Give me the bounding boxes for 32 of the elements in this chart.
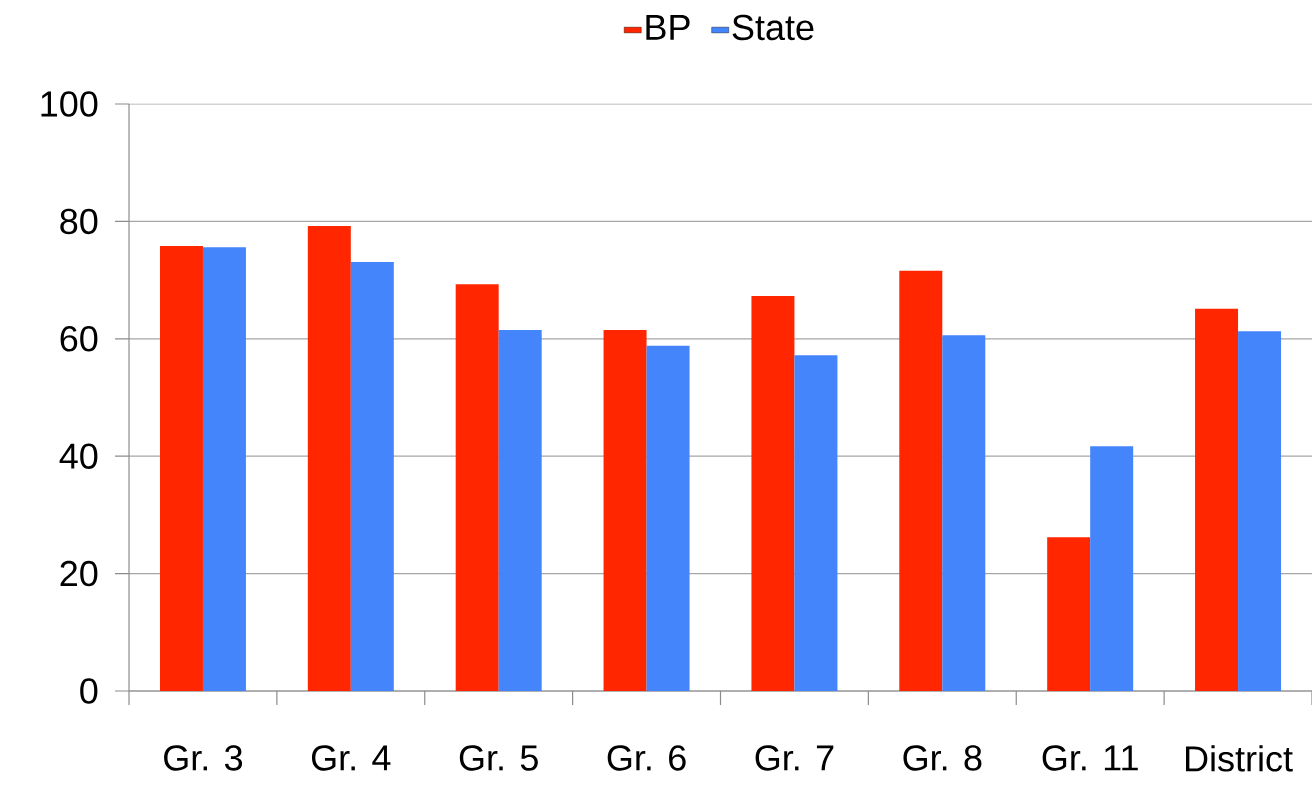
x-tick-label: Gr. 3: [164, 745, 243, 771]
bar: [899, 270, 943, 691]
bar: [603, 329, 647, 691]
x-tick-label: Gr. 7: [755, 745, 834, 771]
y-tick-label: 0: [80, 678, 98, 704]
bar: [794, 355, 838, 691]
y-tick-label: 40: [59, 443, 98, 469]
x-tick-label: Gr. 5: [459, 745, 538, 771]
x-tick-label: Gr. 6: [607, 745, 686, 771]
bar: [1238, 331, 1282, 691]
bar: [1047, 537, 1091, 691]
bar: [646, 345, 690, 691]
bar: [202, 247, 246, 691]
y-tick-label: 100: [41, 91, 98, 117]
y-tick-label: 60: [60, 326, 98, 352]
bar: [1195, 308, 1239, 691]
legend-label: BP: [646, 14, 690, 40]
bar: [498, 329, 542, 691]
bar: [942, 335, 986, 691]
bar: [1090, 446, 1134, 691]
x-tick-label: Gr. 8: [903, 745, 982, 771]
legend-label: State: [732, 14, 814, 41]
bar: [350, 261, 394, 691]
bar: [751, 295, 795, 691]
y-tick-label: 80: [60, 208, 98, 235]
x-tick-label: Gr. 11: [1042, 745, 1138, 771]
bar: [159, 246, 203, 691]
x-tick-label: Gr. 4: [311, 745, 391, 771]
bar: [455, 284, 499, 691]
y-tick-label: 20: [60, 560, 98, 587]
bar: [307, 226, 351, 691]
x-tick-label: District: [1186, 745, 1293, 772]
